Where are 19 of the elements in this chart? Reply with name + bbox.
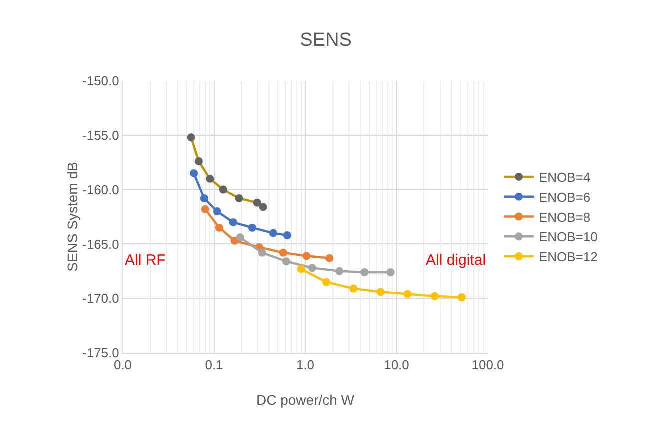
annotation: All digital — [426, 252, 486, 269]
legend-label: ENOB=10 — [538, 230, 598, 245]
legend-label: ENOB=6 — [538, 190, 591, 205]
legend-label: ENOB=12 — [538, 250, 598, 265]
y-tick-label: -155.0 — [82, 128, 120, 143]
y-tick-label: -150.0 — [82, 74, 120, 89]
x-tick-label: 10.0 — [384, 358, 410, 373]
x-tick-label: 1.0 — [296, 358, 315, 373]
y-tick-label: -170.0 — [82, 291, 120, 306]
x-tick-label: 100.0 — [472, 358, 504, 373]
y-tick-label: -160.0 — [82, 182, 120, 198]
legend-label: ENOB=8 — [538, 210, 591, 225]
legend-label: ENOB=4 — [538, 170, 591, 186]
x-axis-title: DC power/ch W — [256, 392, 356, 408]
y-tick-label: -165.0 — [82, 236, 120, 252]
x-tick-label: 0.1 — [205, 358, 224, 373]
y-axis-title: SENS System dB — [64, 162, 81, 272]
chart-title: SENS — [300, 30, 352, 51]
annotation: All RF — [125, 252, 166, 269]
